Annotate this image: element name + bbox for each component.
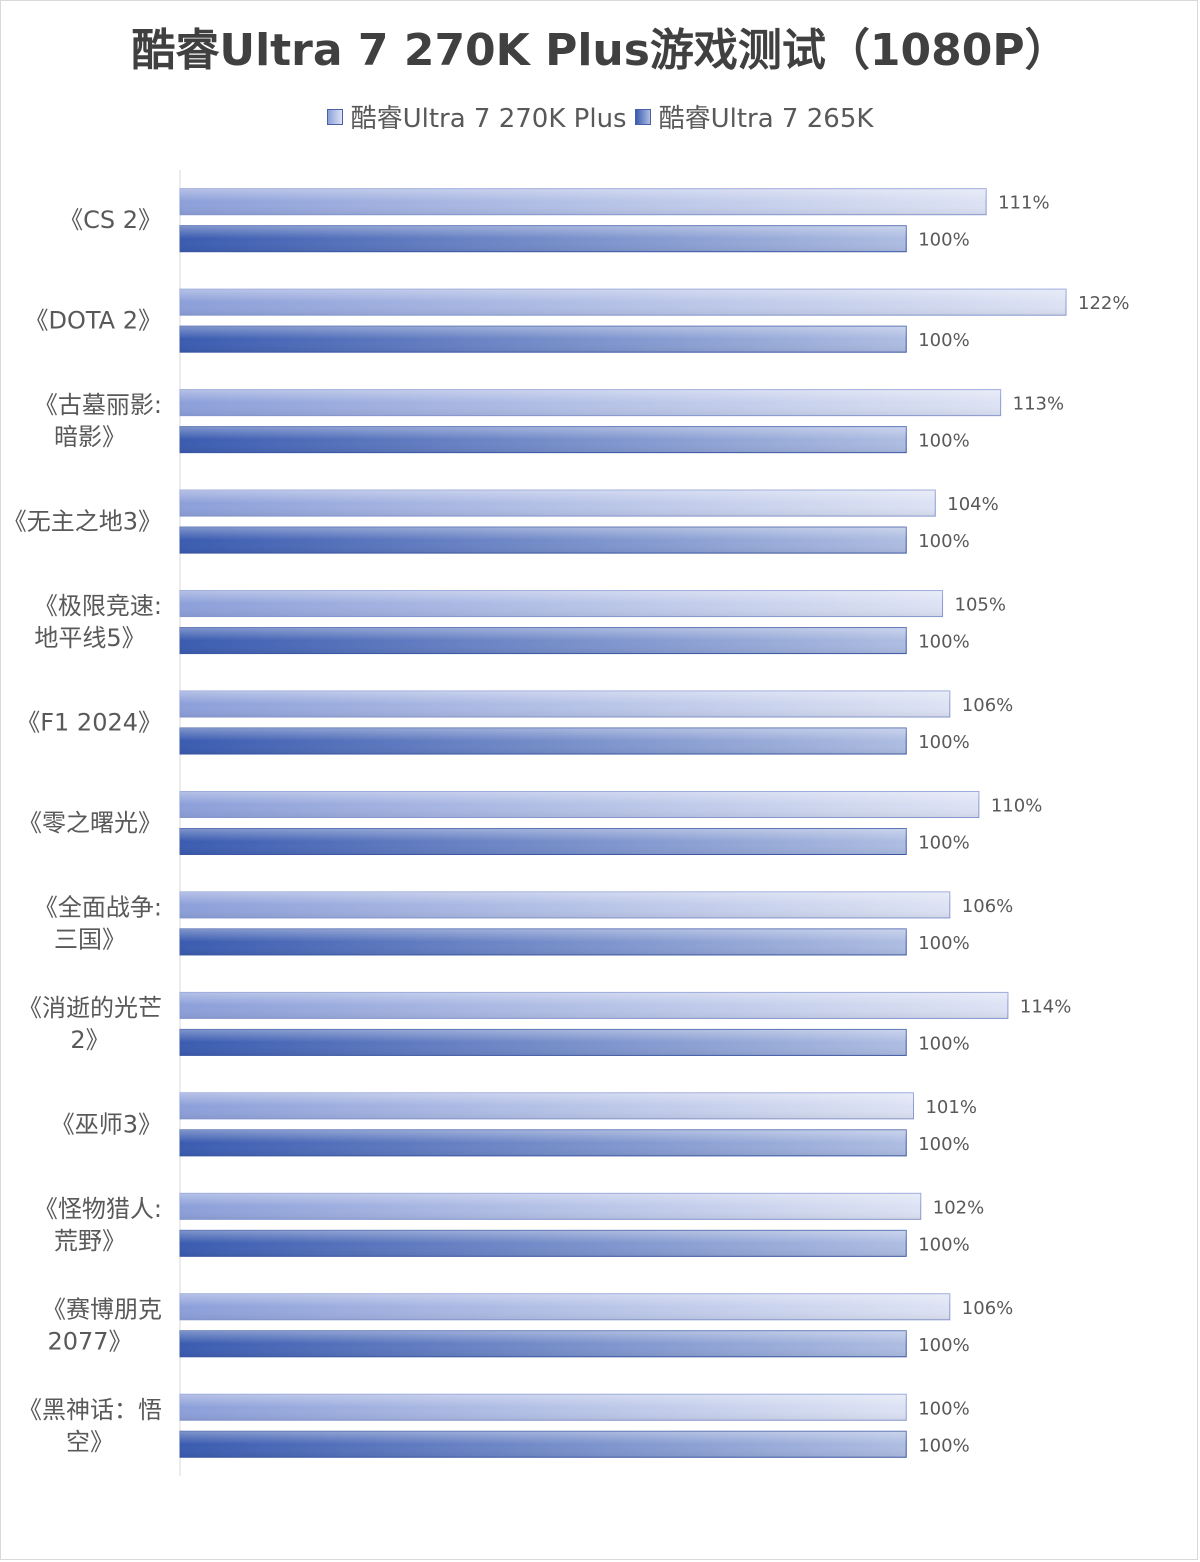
category-label-line: 《极限竞速: (34, 592, 162, 620)
category-label-line: 《F1 2024》 (16, 709, 162, 737)
category-label: 《DOTA 2》 (25, 307, 162, 335)
legend-label-265k: 酷睿Ultra 7 265K (658, 104, 874, 134)
category-label-line: 暗影》 (54, 423, 126, 451)
legend-item-270k-plus: 酷睿Ultra 7 270K Plus (326, 98, 627, 135)
data-label-265k: 100% (918, 330, 969, 351)
category-label-line: 《巫师3》 (51, 1110, 162, 1138)
bar-highlight (180, 426, 907, 453)
data-label-265k: 100% (918, 1033, 969, 1054)
category-label-line: 《怪物猎人: (34, 1195, 162, 1223)
category-label-line: 荒野》 (54, 1227, 126, 1255)
data-label-265k: 100% (918, 230, 969, 251)
bar-highlight (180, 1230, 907, 1257)
bar-highlight (180, 389, 1001, 416)
bar-highlight (180, 225, 907, 252)
bar-highlight (180, 490, 936, 517)
data-label-265k: 100% (918, 431, 969, 452)
bar-highlight (180, 1431, 907, 1458)
data-label-270k-plus: 113% (1013, 394, 1064, 415)
chart-legend: 酷睿Ultra 7 270K Plus 酷睿Ultra 7 265K (0, 98, 1200, 135)
category-label-line: 《无主之地3》 (3, 508, 162, 536)
legend-label-270k-plus: 酷睿Ultra 7 270K Plus (350, 104, 627, 134)
bar-highlight (180, 728, 907, 755)
category-label: 《怪物猎人: 荒野》 (34, 1195, 162, 1255)
category-label-line: 空》 (66, 1428, 114, 1456)
category-label: 《赛博朋克 2077》 (42, 1295, 162, 1355)
data-label-265k: 100% (918, 1435, 969, 1456)
category-label: 《巫师3》 (51, 1110, 162, 1138)
category-label-line: 2》 (70, 1026, 109, 1054)
data-label-265k: 100% (918, 1234, 969, 1255)
category-label-line: 《全面战争: (34, 893, 162, 921)
bar-highlight (180, 828, 907, 855)
data-label-270k-plus: 101% (925, 1097, 976, 1118)
data-label-265k: 100% (918, 1134, 969, 1155)
data-label-270k-plus: 104% (947, 494, 998, 515)
category-label-line: 《黑神话：悟 (18, 1396, 162, 1424)
data-label-270k-plus: 114% (1020, 996, 1071, 1017)
bar-highlight (180, 891, 950, 918)
legend-item-265k: 酷睿Ultra 7 265K (634, 98, 874, 135)
category-label-line: 《CS 2》 (59, 206, 162, 234)
bar-highlight (180, 527, 907, 554)
bar-highlight (180, 1092, 914, 1119)
bar-highlight (180, 326, 907, 353)
bar-highlight (180, 188, 987, 215)
category-label-line: 《消逝的光芒 (18, 994, 162, 1022)
data-label-270k-plus: 106% (962, 896, 1013, 917)
data-label-270k-plus: 106% (962, 1298, 1013, 1319)
data-label-270k-plus: 105% (955, 595, 1006, 616)
bar-highlight (180, 1293, 950, 1320)
data-label-265k: 100% (918, 531, 969, 552)
category-label: 《F1 2024》 (16, 709, 162, 737)
category-label: 《极限竞速: 地平线5》 (34, 592, 162, 652)
category-label-line: 《古墓丽影: (34, 391, 162, 419)
bar-highlight (180, 1330, 907, 1357)
category-label: 《CS 2》 (59, 206, 162, 234)
chart-title: 酷睿Ultra 7 270K Plus游戏测试（1080P） (131, 25, 1069, 76)
data-label-270k-plus: 111% (998, 193, 1049, 214)
category-label-line: 《赛博朋克 (42, 1295, 162, 1323)
bar-highlight (180, 627, 907, 654)
data-label-265k: 100% (918, 833, 969, 854)
category-label: 《消逝的光芒 2》 (18, 994, 162, 1054)
category-label: 《黑神话：悟空》 (18, 1396, 162, 1456)
data-label-270k-plus: 122% (1078, 293, 1129, 314)
category-label: 《古墓丽影: 暗影》 (34, 391, 162, 451)
bar-highlight (180, 992, 1008, 1019)
bar-highlight (180, 289, 1066, 316)
bar-highlight (180, 590, 943, 617)
data-label-265k: 100% (918, 933, 969, 954)
category-label: 《无主之地3》 (3, 508, 162, 536)
bar-highlight (180, 791, 979, 818)
data-label-270k-plus: 102% (933, 1197, 984, 1218)
data-label-265k: 100% (918, 632, 969, 653)
category-label: 《全面战争: 三国》 (34, 893, 162, 953)
bar-highlight (180, 1394, 907, 1421)
bar-highlight (180, 691, 950, 718)
category-label-line: 《零之曙光》 (18, 809, 162, 837)
data-label-265k: 100% (918, 1335, 969, 1356)
data-label-270k-plus: 106% (962, 695, 1013, 716)
legend-swatch-265k (634, 108, 651, 125)
data-label-265k: 100% (918, 732, 969, 753)
category-label-line: 《DOTA 2》 (25, 307, 162, 335)
category-label-line: 三国》 (54, 925, 126, 953)
legend-swatch-270k-plus (326, 108, 343, 125)
category-label-line: 地平线5》 (34, 624, 145, 652)
bar-highlight (180, 928, 907, 955)
data-label-270k-plus: 110% (991, 796, 1042, 817)
category-label: 《零之曙光》 (18, 809, 162, 837)
bar-highlight (180, 1029, 907, 1056)
bar-highlight (180, 1129, 907, 1156)
category-label-line: 2077》 (47, 1327, 132, 1355)
data-label-270k-plus: 100% (918, 1398, 969, 1419)
bar-highlight (180, 1193, 921, 1220)
